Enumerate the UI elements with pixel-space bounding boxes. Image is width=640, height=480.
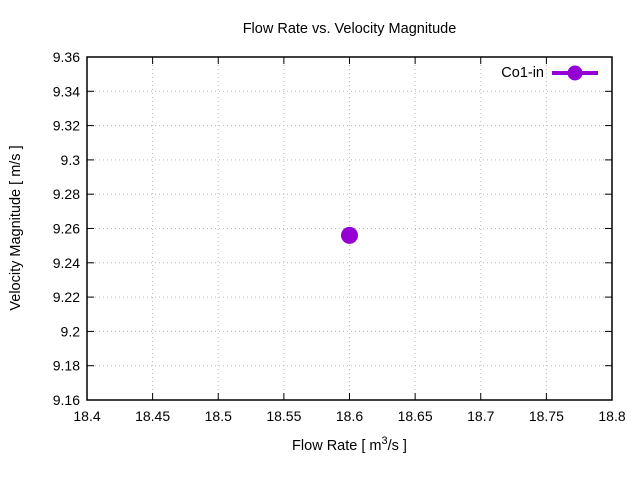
legend-marker-icon (567, 65, 583, 81)
y-tick-label: 9.2 (61, 323, 81, 339)
legend-sample (552, 65, 598, 81)
y-tick-label: 9.34 (53, 83, 80, 99)
y-tick-label: 9.18 (53, 358, 80, 374)
y-tick-label: 9.24 (53, 255, 80, 271)
x-tick-label: 18.6 (336, 408, 363, 424)
y-tick-label: 9.3 (61, 152, 81, 168)
x-tick-label: 18.45 (135, 408, 170, 424)
y-tick-label: 9.32 (53, 118, 80, 134)
x-tick-label: 18.7 (467, 408, 494, 424)
y-axis-label: Velocity Magnitude [ m/s ] (8, 145, 24, 311)
x-tick-label: 18.55 (266, 408, 301, 424)
y-tick-label: 9.26 (53, 221, 80, 237)
y-tick-label: 9.16 (53, 392, 80, 408)
x-tick-label: 18.8 (598, 408, 625, 424)
legend: Co1-in (501, 62, 598, 84)
x-axis-label-superscript: 3 (381, 435, 388, 447)
y-tick-label: 9.36 (53, 49, 80, 65)
x-tick-label: 18.75 (529, 408, 564, 424)
x-tick-label: 18.4 (73, 408, 100, 424)
data-point-co1-in (341, 226, 358, 244)
legend-label: Co1-in (501, 65, 544, 81)
x-tick-label: 18.5 (205, 408, 232, 424)
x-axis-label: Flow Rate [ m3/s ] (87, 435, 612, 454)
y-tick-label: 9.28 (53, 186, 80, 202)
chart-title: Flow Rate vs. Velocity Magnitude (242, 21, 457, 37)
x-axis-label-suffix: /s ] (387, 438, 407, 454)
y-tick-label: 9.22 (53, 289, 80, 305)
plot-border (86, 56, 613, 401)
x-tick-label: 18.65 (398, 408, 433, 424)
x-axis-label-prefix: Flow Rate [ m (292, 438, 382, 454)
